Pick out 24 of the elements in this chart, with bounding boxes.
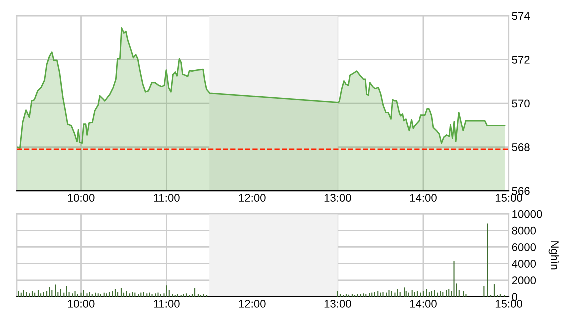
y-tick-label: 8000 xyxy=(512,226,536,235)
y-tick-label: 4000 xyxy=(512,260,536,268)
x-tick-label: 14:00 xyxy=(410,194,437,202)
y-tick-label: 2000 xyxy=(512,276,536,285)
x-tick-label: 11:00 xyxy=(154,194,180,202)
x-tick-label: 10:00 xyxy=(68,300,95,308)
y-tick-label: 0 xyxy=(512,293,518,302)
y-tick-label: 10000 xyxy=(512,210,542,218)
x-tick-label: 15:00 xyxy=(496,300,522,308)
y-tick-label: 568 xyxy=(512,144,530,152)
y-tick-label: 6000 xyxy=(512,244,536,252)
x-tick-label: 11:00 xyxy=(154,300,180,308)
x-tick-label: 10:00 xyxy=(68,194,95,202)
y-tick-label: 566 xyxy=(512,187,530,196)
x-tick-label: 15:00 xyxy=(496,194,522,202)
y-tick-label: 570 xyxy=(512,100,530,108)
y-tick-label: 572 xyxy=(512,56,530,64)
x-tick-label: 12:00 xyxy=(239,300,266,308)
y-axis-title: Nghìn xyxy=(548,242,560,270)
x-tick-label: 12:00 xyxy=(239,194,266,202)
y-tick-label: 574 xyxy=(512,12,530,20)
x-tick-label: 14:00 xyxy=(410,300,437,308)
x-tick-label: 13:00 xyxy=(324,300,352,308)
x-tick-label: 13:00 xyxy=(324,194,352,202)
